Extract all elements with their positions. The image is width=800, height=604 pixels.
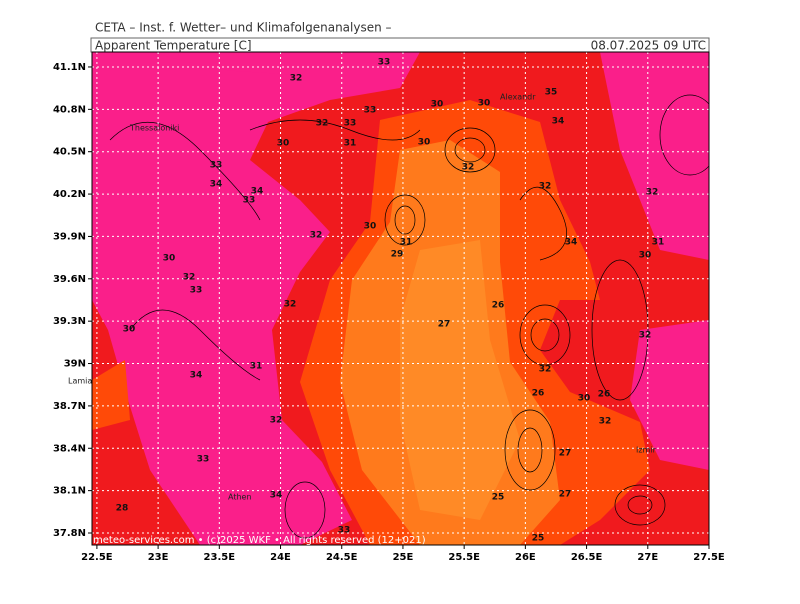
lon-tick-label: 24E xyxy=(270,552,291,563)
lon-tick-label: 27E xyxy=(637,552,658,563)
city-label: Lamia xyxy=(68,377,92,386)
contour-label: 30 xyxy=(123,325,136,335)
contour-label: 34 xyxy=(190,371,203,381)
contour-label: 29 xyxy=(391,250,404,260)
contour-label: 30 xyxy=(578,394,591,404)
contour-label: 32 xyxy=(599,417,612,427)
contour-label: 27 xyxy=(559,449,572,459)
contour-label: 28 xyxy=(116,504,129,514)
parameter: Apparent Temperature [C] xyxy=(95,39,252,53)
lat-tick-label: 41.1N xyxy=(53,62,86,73)
lat-tick-label: 39.9N xyxy=(53,231,86,242)
contour-label: 25 xyxy=(492,493,505,503)
contour-label: 33 xyxy=(338,526,351,536)
footer: meteo-services.com • (c)2025 WKF • All r… xyxy=(93,535,426,546)
contour-label: 33 xyxy=(378,58,391,68)
lat-tick-label: 37.8N xyxy=(53,528,86,539)
valid-time: 08.07.2025 09 UTC xyxy=(591,39,706,53)
contour-label: 32 xyxy=(316,119,329,129)
contour-label: 26 xyxy=(532,389,545,399)
contour-label: 30 xyxy=(277,139,290,149)
contour-label: 30 xyxy=(418,138,431,148)
contour-label: 33 xyxy=(197,455,210,465)
contour-label: 31 xyxy=(400,238,413,248)
contour-label: 32 xyxy=(539,365,552,375)
contour-label: 31 xyxy=(652,238,665,248)
contour-label: 33 xyxy=(344,119,357,129)
contour-label: 32 xyxy=(462,163,475,173)
contour-label: 32 xyxy=(270,416,283,426)
city-label: Alexandr xyxy=(500,93,536,102)
lat-tick-label: 39N xyxy=(64,359,86,370)
contour-label: 30 xyxy=(639,251,652,261)
contour-label: 32 xyxy=(639,331,652,341)
lat-tick-label: 39.6N xyxy=(53,274,86,285)
city-label: Izmir xyxy=(636,446,657,455)
contour-label: 30 xyxy=(163,254,176,264)
contour-label: 35 xyxy=(545,88,558,98)
lat-tick-label: 38.1N xyxy=(53,486,86,497)
lat-tick-label: 40.2N xyxy=(53,189,86,200)
contour-label: 26 xyxy=(598,390,611,400)
lon-tick-label: 22.5E xyxy=(81,552,113,563)
map-fill xyxy=(92,52,709,545)
city-label: Thessaloniki xyxy=(129,124,179,133)
lon-tick-label: 23E xyxy=(148,552,169,563)
contour-label: 33 xyxy=(190,286,203,296)
lon-tick-label: 27.5E xyxy=(693,552,725,563)
contour-label: 27 xyxy=(559,490,572,500)
lon-tick-label: 24.5E xyxy=(326,552,358,563)
contour-label: 30 xyxy=(364,222,377,232)
contour-label: 34 xyxy=(270,491,283,501)
city-label: Athen xyxy=(228,493,252,502)
contour-label: 25 xyxy=(532,534,545,544)
lon-tick-label: 26E xyxy=(515,552,536,563)
lat-tick-label: 40.8N xyxy=(53,104,86,115)
lat-tick-label: 38.7N xyxy=(53,401,86,412)
contour-label: 32 xyxy=(310,231,323,241)
contour-label: 34 xyxy=(210,180,223,190)
lon-tick-label: 23.5E xyxy=(204,552,236,563)
map-frame xyxy=(91,51,710,546)
contour-label: 27 xyxy=(438,320,451,330)
contour-label: 30 xyxy=(431,100,444,110)
contour-label: 32 xyxy=(183,273,196,283)
contour-label: 32 xyxy=(646,188,659,198)
contour-label: 32 xyxy=(284,300,297,310)
lat-tick-label: 38.4N xyxy=(53,443,86,454)
contour-label: 31 xyxy=(344,139,357,149)
contour-label: 32 xyxy=(539,182,552,192)
contour-label: 33 xyxy=(210,161,223,171)
lon-tick-label: 25E xyxy=(393,552,414,563)
contour-labels: Thessaloniki Alexandr Lamia Athen Izmir 33 32 3… xyxy=(68,58,664,544)
contour-label: 33 xyxy=(364,106,377,116)
lat-tick-label: 39.3N xyxy=(53,316,86,327)
contour-label: 34 xyxy=(552,117,565,127)
lon-tick-label: 25.5E xyxy=(448,552,480,563)
contour-label: 26 xyxy=(492,301,505,311)
contour-label: 34 xyxy=(565,238,578,248)
contour-label: 32 xyxy=(290,74,303,84)
contour-label: 31 xyxy=(250,362,263,372)
lon-tick-label: 26.5E xyxy=(571,552,603,563)
lat-tick-label: 40.5N xyxy=(53,147,86,158)
contour-label: 33 xyxy=(243,196,256,206)
contour-label: 30 xyxy=(478,99,491,109)
institute: CETA – Inst. f. Wetter– und Klimafolgena… xyxy=(95,21,392,35)
contour-label: 34 xyxy=(251,187,264,197)
